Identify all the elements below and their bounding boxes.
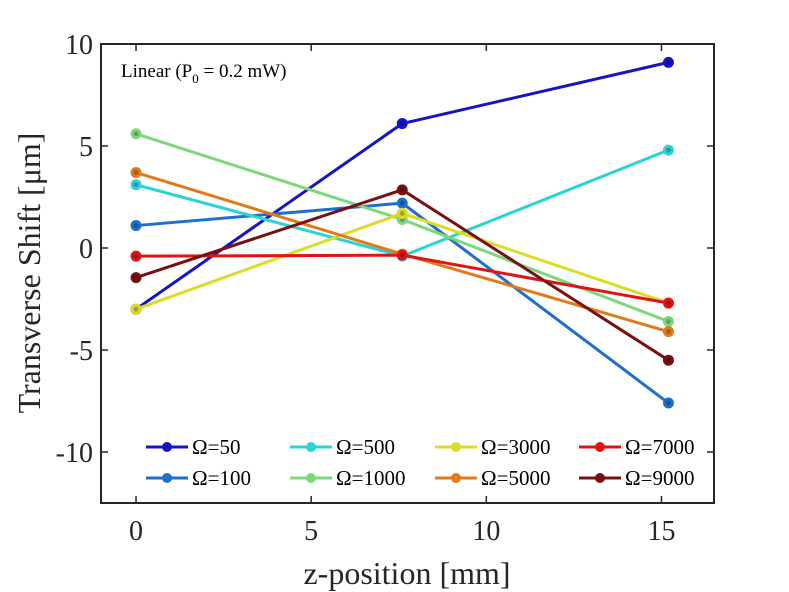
legend-swatch-marker: [451, 473, 461, 483]
annotation-subscript: 0: [192, 71, 199, 86]
y-tick-label: 5: [79, 132, 93, 163]
series-Ω=100: [130, 197, 674, 409]
data-point: [662, 354, 674, 366]
legend-item: Ω=9000: [579, 466, 694, 490]
legend-item: Ω=5000: [435, 466, 550, 490]
legend-label: Ω=1000: [336, 466, 405, 490]
data-point: [662, 297, 674, 309]
legend-swatch-marker: [162, 442, 172, 452]
data-point: [396, 249, 408, 261]
data-point: [662, 56, 674, 68]
x-tick-label: 0: [129, 516, 143, 547]
legend-item: Ω=3000: [435, 435, 550, 459]
data-point-center: [665, 400, 671, 406]
x-axis-label: z-position [mm]: [303, 555, 510, 591]
data-point-center: [399, 187, 405, 193]
legend-label: Ω=7000: [625, 435, 694, 459]
data-point: [662, 144, 674, 156]
legend-item: Ω=50: [146, 435, 240, 459]
y-tick-label: 10: [65, 30, 93, 61]
data-point: [396, 207, 408, 219]
data-point: [396, 118, 408, 130]
data-point-center: [665, 357, 671, 363]
data-point: [662, 326, 674, 338]
data-point-center: [133, 275, 139, 281]
x-tick-label: 15: [647, 516, 675, 547]
data-point-center: [133, 223, 139, 229]
y-tick-label: 0: [79, 234, 93, 265]
plot-frame: [100, 43, 715, 504]
data-point-center: [133, 306, 139, 312]
plot-area: [101, 44, 714, 503]
legend: Ω=50 Ω=100 Ω=500 Ω=1000 Ω=3000 Ω=5000 Ω=7000 Ω=…: [146, 435, 694, 490]
legend-label: Ω=100: [192, 466, 251, 490]
data-point-center: [133, 182, 139, 188]
legend-label: Ω=3000: [481, 435, 550, 459]
data-point: [130, 272, 142, 284]
data-point: [130, 179, 142, 191]
y-tick-label: -10: [56, 438, 93, 469]
data-point-center: [133, 131, 139, 137]
data-point-center: [399, 210, 405, 216]
data-point: [130, 303, 142, 315]
data-point-center: [665, 300, 671, 306]
legend-label: Ω=5000: [481, 466, 550, 490]
data-point: [130, 220, 142, 232]
data-point-center: [399, 252, 405, 258]
legend-label: Ω=500: [336, 435, 395, 459]
data-point-center: [133, 253, 139, 259]
data-point: [662, 397, 674, 409]
data-point: [130, 128, 142, 140]
annotation-text-before: Linear (P: [121, 61, 192, 82]
x-tick-label: 10: [472, 516, 500, 547]
series-Ω=7000: [130, 249, 674, 309]
legend-item: Ω=1000: [290, 466, 405, 490]
ticks-layer: 0 5 10 15 10 5 0 -5 -10: [56, 30, 714, 547]
data-point-center: [399, 200, 405, 206]
legend-swatch-marker: [595, 442, 605, 452]
data-point-center: [665, 147, 671, 153]
data-point-center: [665, 59, 671, 65]
legend-swatch-marker: [306, 473, 316, 483]
legend-item: Ω=7000: [579, 435, 694, 459]
y-tick-label: -5: [70, 336, 93, 367]
series-layer: [130, 56, 674, 409]
legend-label: Ω=9000: [625, 466, 694, 490]
data-point-center: [133, 170, 139, 176]
legend-swatch-marker: [162, 473, 172, 483]
legend-swatch-marker: [595, 473, 605, 483]
data-point-center: [665, 318, 671, 324]
data-point: [130, 250, 142, 262]
data-point-center: [399, 121, 405, 127]
legend-item: Ω=100: [146, 466, 251, 490]
legend-swatch-marker: [451, 442, 461, 452]
data-point: [396, 184, 408, 196]
y-axis-label: Transverse Shift [μm]: [11, 133, 47, 414]
x-tick-label: 5: [304, 516, 318, 547]
annotation-label: Linear (P0 = 0.2 mW): [121, 61, 287, 86]
annotation-text-after: = 0.2 mW): [199, 61, 287, 82]
legend-label: Ω=50: [192, 435, 240, 459]
legend-item: Ω=500: [290, 435, 395, 459]
data-point: [130, 167, 142, 179]
legend-swatch-marker: [306, 442, 316, 452]
series-Ω=9000: [130, 184, 674, 366]
data-point-center: [665, 329, 671, 335]
